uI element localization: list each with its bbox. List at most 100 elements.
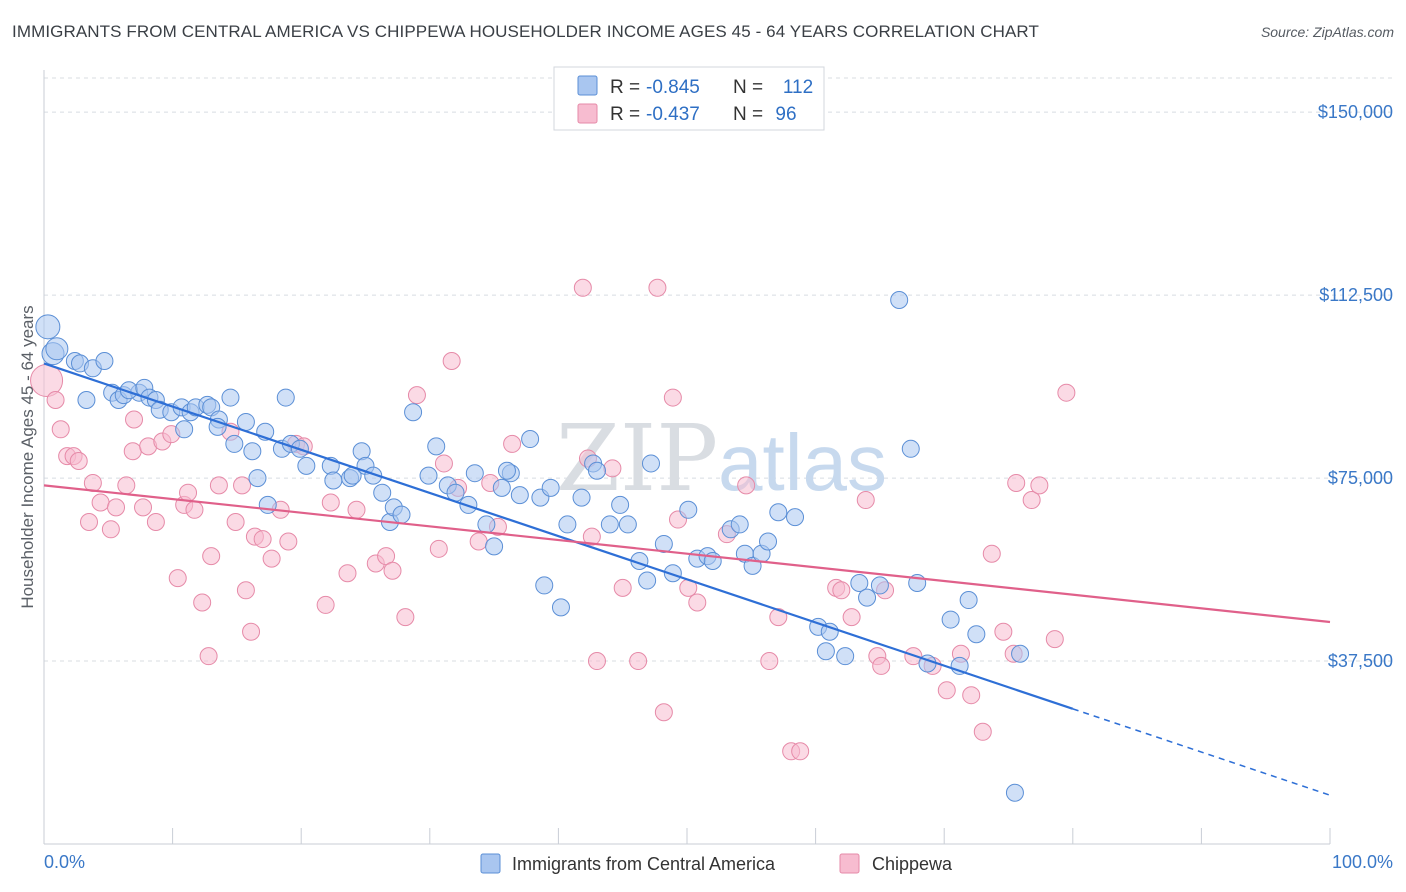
- legend-r-label-1: R =: [610, 77, 640, 98]
- central-america-point: [890, 290, 909, 309]
- legend-n-label-1: N =: [733, 77, 763, 98]
- chippewa-point: [236, 581, 255, 600]
- bottom-legend-swatch-blue: [480, 853, 501, 874]
- central-america-point: [77, 391, 96, 410]
- central-america-point: [248, 469, 267, 488]
- source-label: Source: ZipAtlas.com: [1260, 24, 1394, 40]
- chippewa-point: [982, 544, 1001, 563]
- chippewa-point: [383, 561, 402, 580]
- chippewa-point: [760, 652, 779, 671]
- legend-r-value-1: -0.845: [646, 77, 700, 98]
- chippewa-point: [582, 527, 601, 546]
- bottom-legend-label-chippewa: Chippewa: [872, 854, 953, 874]
- chippewa-point: [1030, 476, 1049, 495]
- legend-n-value-2: 96: [775, 104, 796, 125]
- central-america-point: [786, 508, 805, 527]
- central-america-point: [870, 576, 889, 595]
- chippewa-point: [769, 608, 788, 627]
- chippewa-point: [202, 547, 221, 566]
- chippewa-point: [396, 608, 415, 627]
- central-america-point: [297, 456, 316, 475]
- chippewa-point: [629, 652, 648, 671]
- chippewa-point: [179, 483, 198, 502]
- central-america-points: [35, 290, 1030, 802]
- chippewa-point: [442, 351, 461, 370]
- chippewa-point: [856, 491, 875, 510]
- central-america-point: [858, 588, 877, 607]
- chippewa-point: [91, 493, 110, 512]
- chippewa-point: [253, 530, 272, 549]
- central-america-point: [324, 471, 343, 490]
- chippewa-point: [242, 622, 261, 641]
- central-america-point: [541, 478, 560, 497]
- central-america-point: [1011, 644, 1030, 663]
- chippewa-point: [872, 656, 891, 675]
- central-america-point: [759, 532, 778, 551]
- central-america-point: [836, 647, 855, 666]
- chippewa-point: [46, 391, 65, 410]
- chippewa-point: [1022, 491, 1041, 510]
- chippewa-point: [503, 434, 522, 453]
- central-america-point: [551, 598, 570, 617]
- central-america-point: [654, 534, 673, 553]
- central-america-point: [850, 573, 869, 592]
- chippewa-point: [347, 500, 366, 519]
- central-america-point: [901, 439, 920, 458]
- x-axis-ticks: [43, 828, 1331, 844]
- y-tick-label: $75,000: [1328, 468, 1393, 488]
- central-america-point: [485, 537, 504, 556]
- central-america-point: [521, 430, 540, 449]
- watermark: ZIP atlas: [556, 405, 887, 512]
- chippewa-point: [226, 512, 245, 531]
- central-america-point: [492, 478, 511, 497]
- central-america-point: [816, 642, 835, 661]
- central-america-point: [236, 412, 255, 431]
- central-america-point: [35, 314, 61, 340]
- central-america-point: [392, 505, 411, 524]
- chippewa-point: [688, 593, 707, 612]
- chippewa-point: [168, 569, 187, 588]
- chippewa-point: [1045, 630, 1064, 649]
- central-america-point: [663, 564, 682, 583]
- central-america-point: [45, 337, 69, 361]
- x-tick-label-max: 100.0%: [1332, 852, 1393, 872]
- chippewa-point: [469, 532, 488, 551]
- chippewa-point: [791, 742, 810, 761]
- chippewa-point: [321, 493, 340, 512]
- chippewa-point: [209, 476, 228, 495]
- central-america-point: [243, 442, 262, 461]
- central-america-point: [959, 591, 978, 610]
- y-axis-label: Householder Income Ages 45 - 64 years: [18, 305, 37, 608]
- chippewa-point: [107, 498, 126, 517]
- central-america-point: [941, 610, 960, 629]
- central-america-point: [641, 454, 660, 473]
- chippewa-point: [134, 498, 153, 517]
- central-america-point: [404, 403, 423, 422]
- central-america-trend-line: [43, 362, 1074, 710]
- chippewa-point: [123, 442, 142, 461]
- bottom-legend-label-central-america: Immigrants from Central America: [512, 854, 776, 874]
- bottom-legend: Immigrants from Central America Chippewa: [480, 853, 953, 874]
- central-america-point: [1005, 783, 1024, 802]
- chippewa-point: [434, 454, 453, 473]
- legend-box: [553, 66, 825, 131]
- chippewa-point: [407, 386, 426, 405]
- chippewa-point: [973, 722, 992, 741]
- grid-lines: [44, 77, 1392, 662]
- central-america-point: [427, 437, 446, 456]
- legend-r-value-2: -0.437: [646, 104, 700, 125]
- central-america-point: [419, 466, 438, 485]
- trend-lines: [43, 362, 1331, 796]
- central-america-point: [175, 420, 194, 439]
- chippewa-point: [994, 622, 1013, 641]
- y-tick-label: $150,000: [1318, 102, 1393, 122]
- chippewa-point: [125, 410, 144, 429]
- central-america-trend-extension: [1072, 708, 1331, 796]
- central-america-point: [497, 461, 516, 480]
- chippewa-point: [663, 388, 682, 407]
- chippewa-point: [80, 512, 99, 531]
- chippewa-point: [573, 278, 592, 297]
- central-america-point: [600, 515, 619, 534]
- chippewa-point: [613, 578, 632, 597]
- chippewa-point: [603, 459, 622, 478]
